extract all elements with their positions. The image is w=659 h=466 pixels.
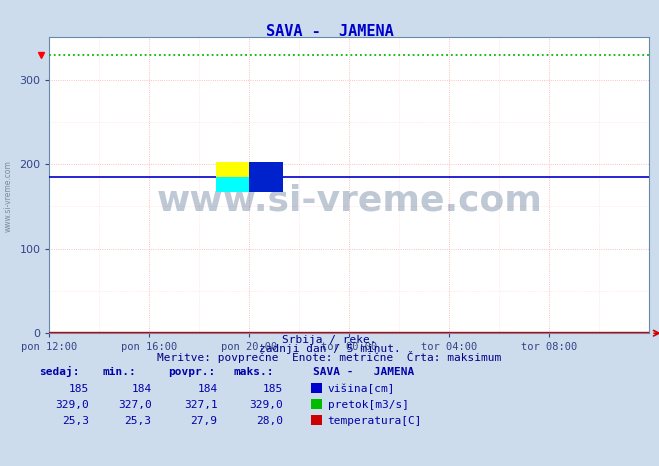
Text: zadnji dan / 5 minut.: zadnji dan / 5 minut. [258, 344, 401, 354]
Text: SAVA -  JAMENA: SAVA - JAMENA [266, 24, 393, 39]
Text: 184: 184 [131, 384, 152, 394]
Text: temperatura[C]: temperatura[C] [328, 416, 422, 426]
Text: 185: 185 [263, 384, 283, 394]
Text: 185: 185 [69, 384, 89, 394]
Text: 327,1: 327,1 [184, 400, 217, 410]
Bar [249, 162, 283, 192]
Text: 327,0: 327,0 [118, 400, 152, 410]
Text: povpr.:: povpr.: [168, 367, 215, 377]
Bar [216, 162, 249, 177]
Text: 25,3: 25,3 [125, 416, 152, 426]
Text: 28,0: 28,0 [256, 416, 283, 426]
Text: Srbija / reke.: Srbija / reke. [282, 335, 377, 344]
Text: sedaj:: sedaj: [40, 366, 80, 377]
Text: 329,0: 329,0 [250, 400, 283, 410]
Text: min.:: min.: [102, 367, 136, 377]
Text: 184: 184 [197, 384, 217, 394]
Text: maks.:: maks.: [234, 367, 274, 377]
Text: višina[cm]: višina[cm] [328, 384, 395, 394]
Text: 329,0: 329,0 [55, 400, 89, 410]
Text: 27,9: 27,9 [190, 416, 217, 426]
Text: SAVA -   JAMENA: SAVA - JAMENA [313, 367, 415, 377]
Text: www.si-vreme.com: www.si-vreme.com [156, 183, 542, 217]
Text: Meritve: povprečne  Enote: metrične  Črta: maksimum: Meritve: povprečne Enote: metrične Črta:… [158, 351, 501, 363]
Bar [216, 177, 249, 192]
Text: pretok[m3/s]: pretok[m3/s] [328, 400, 409, 410]
Text: 25,3: 25,3 [62, 416, 89, 426]
Text: www.si-vreme.com: www.si-vreme.com [3, 160, 13, 232]
